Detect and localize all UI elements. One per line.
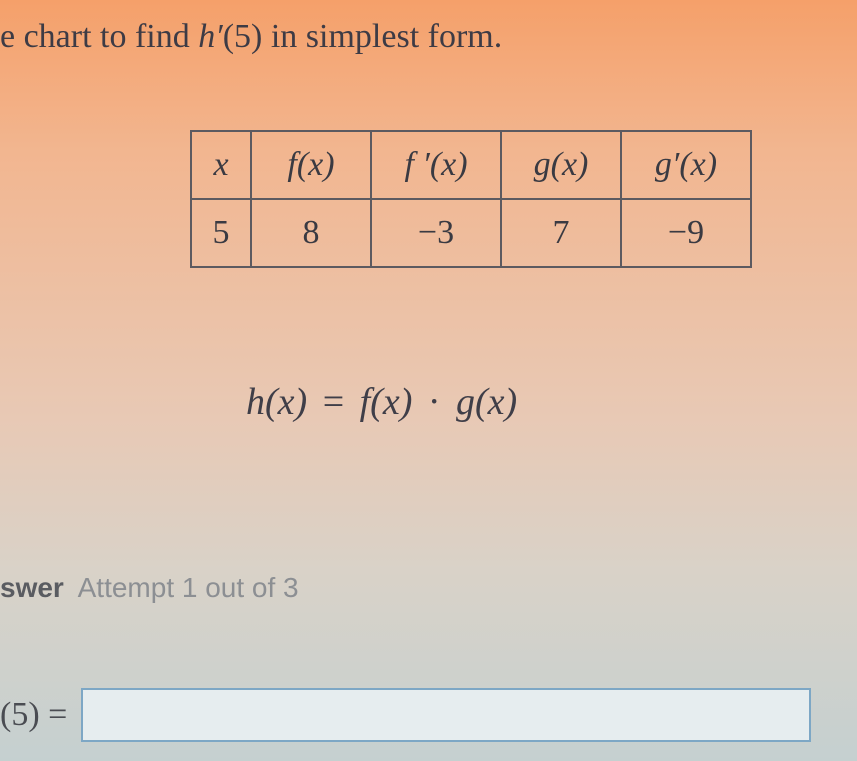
formula-f: f(x) <box>360 381 413 423</box>
table-row: 5 8 −3 7 −9 <box>191 199 751 267</box>
attempt-counter: Attempt 1 out of 3 <box>78 572 299 603</box>
cell-gx: 7 <box>501 199 621 267</box>
question-h: h <box>198 18 215 55</box>
question-text: e chart to find h′(5) in simplest form. <box>0 18 502 56</box>
question-prime: ′ <box>215 18 222 55</box>
answer-label-bold: swer <box>0 572 64 603</box>
function-table: x f(x) f ′(x) g(x) g′(x) 5 8 −3 7 −9 <box>190 130 752 268</box>
formula-g: g(x) <box>456 381 517 423</box>
cell-fpx: −3 <box>371 199 501 267</box>
cell-fx: 8 <box>251 199 371 267</box>
header-gx: g(x) <box>501 131 621 199</box>
formula-h: h(x) <box>246 381 307 423</box>
header-x: x <box>191 131 251 199</box>
formula-eq: = <box>317 381 350 423</box>
table-header-row: x f(x) f ′(x) g(x) g′(x) <box>191 131 751 199</box>
header-fx: f(x) <box>251 131 371 199</box>
formula-text: h(x) = f(x) · g(x) <box>246 380 517 424</box>
header-fpx: f ′(x) <box>371 131 501 199</box>
cell-x: 5 <box>191 199 251 267</box>
answer-row: (5) = <box>0 688 811 742</box>
answer-section-label: swer Attempt 1 out of 3 <box>0 572 299 604</box>
question-arg: (5) <box>223 18 263 55</box>
header-gpx: g′(x) <box>621 131 751 199</box>
formula-dot: · <box>422 381 447 423</box>
answer-input[interactable] <box>81 688 811 742</box>
question-suffix: in simplest form. <box>262 18 502 55</box>
cell-gpx: −9 <box>621 199 751 267</box>
question-prefix: e chart to find <box>0 18 198 55</box>
answer-lhs: (5) = <box>0 696 67 734</box>
